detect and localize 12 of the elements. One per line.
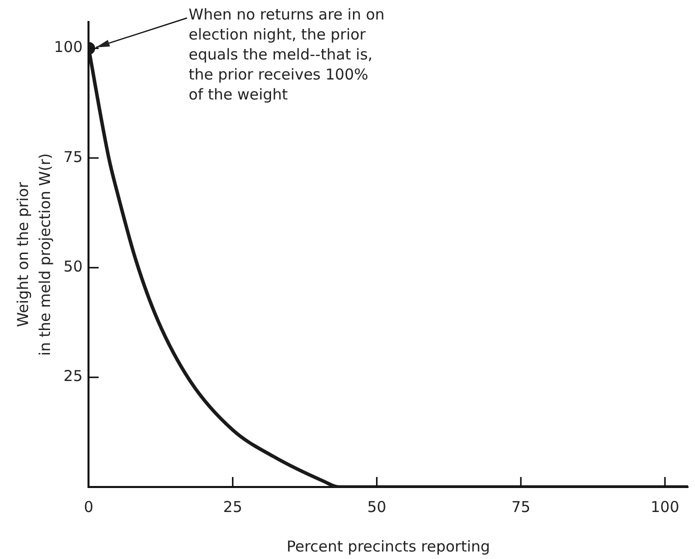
y-tick-label: 100 [54,38,83,56]
x-axis-title: Percent precincts reporting [286,537,490,556]
x-tick-label: 0 [84,498,94,516]
y-tick-label: 75 [64,148,83,166]
annotation: When no returns are in on election night, the prior equals the meld--that is, the prior receives 100% of the weight [188,5,385,104]
x-tick-label: 25 [223,498,242,516]
y-tick-label: 25 [64,367,83,386]
y-axis-title: Weight on the prior in the meld projection W(r) [14,153,54,356]
x-tick-label: 100 [650,498,680,516]
y-tick-label: 50 [64,258,83,276]
x-tick-label: 50 [367,498,386,516]
x-tick-label: 75 [511,498,530,516]
